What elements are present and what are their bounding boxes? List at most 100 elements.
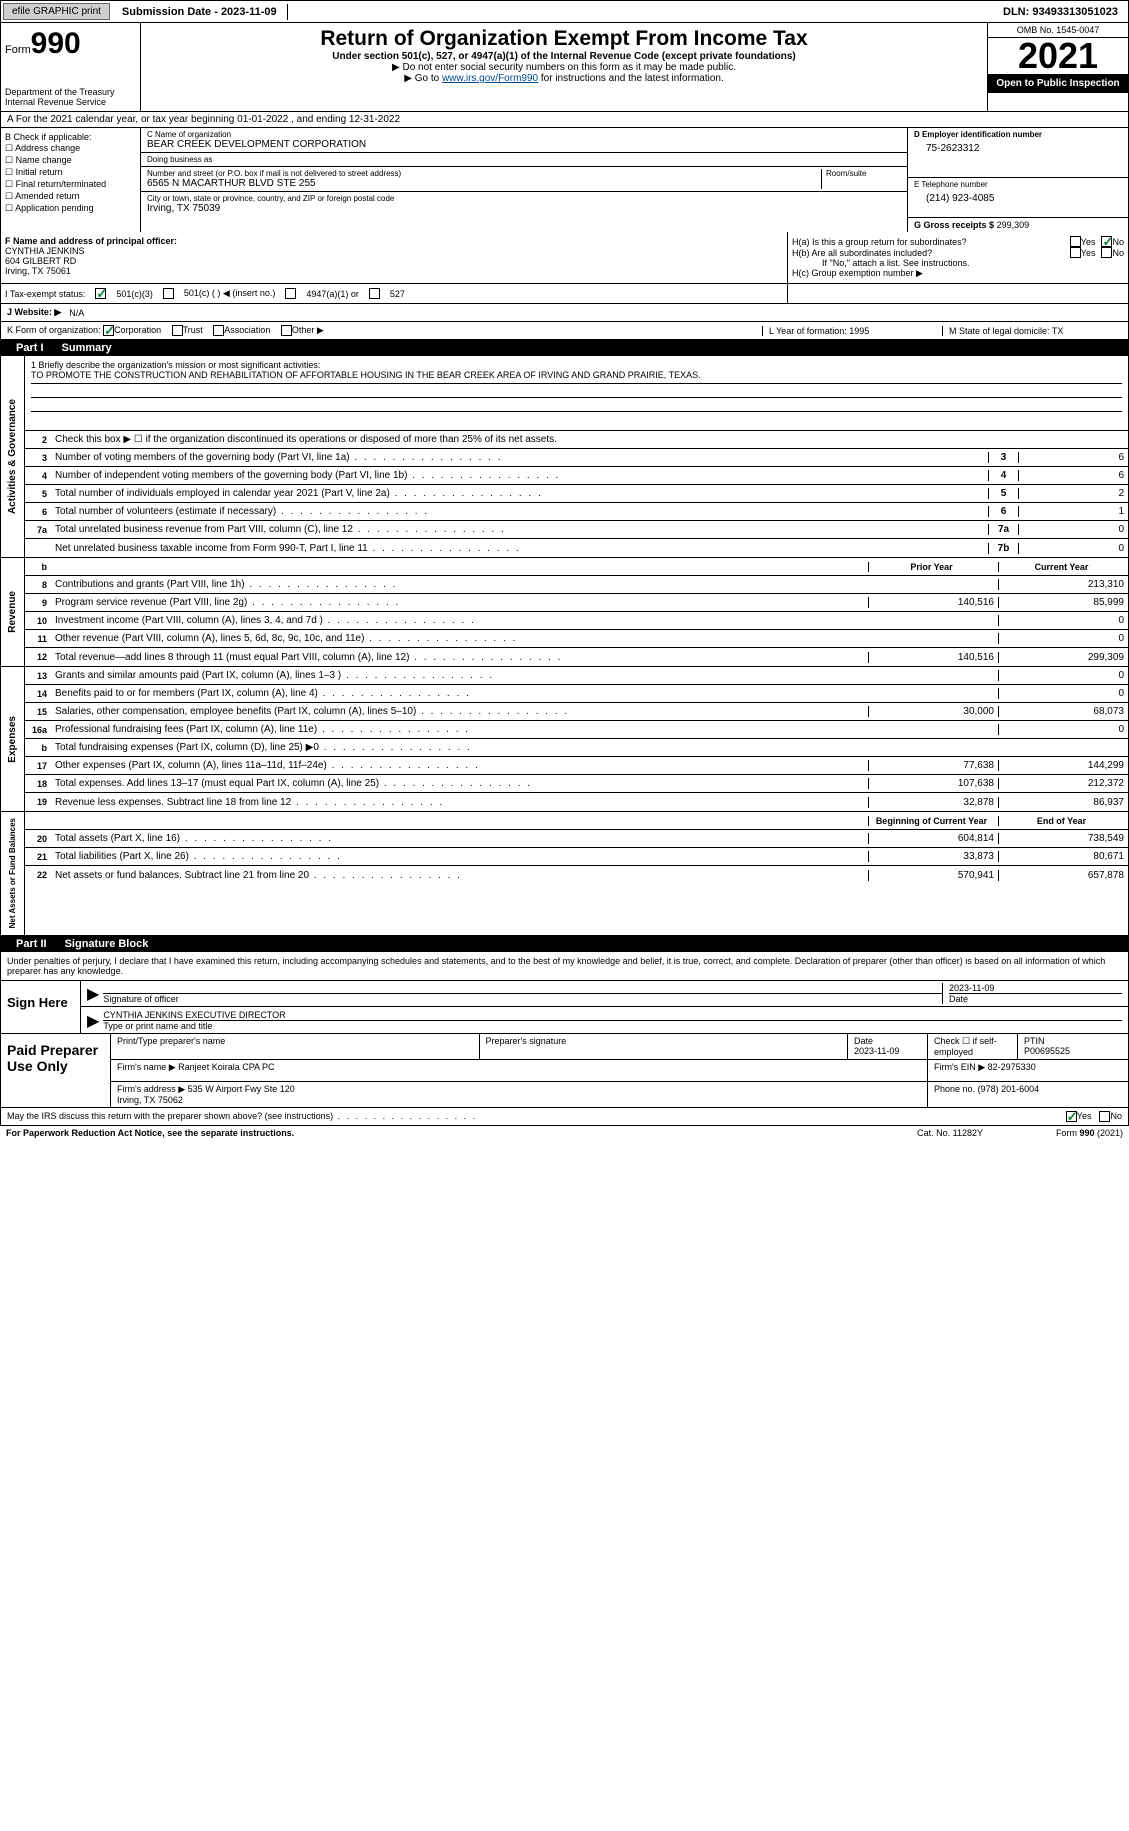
form-title: Return of Organization Exempt From Incom…	[145, 27, 983, 51]
sidebar-activities: Activities & Governance	[5, 393, 20, 520]
mission-text: TO PROMOTE THE CONSTRUCTION AND REHABILI…	[31, 370, 1122, 384]
sig-arrow-icon-2: ▶	[87, 1011, 99, 1031]
hb-yes[interactable]	[1070, 247, 1081, 258]
row-k: K Form of organization: Corporation Trus…	[0, 322, 1129, 340]
expense-line: 18Total expenses. Add lines 13–17 (must …	[25, 775, 1128, 793]
chk-assoc[interactable]	[213, 325, 224, 336]
net-header: Beginning of Current Year End of Year	[25, 812, 1128, 830]
website-label: J Website: ▶	[7, 307, 61, 318]
fq-yes[interactable]	[1066, 1111, 1077, 1122]
sign-here-block: Sign Here ▶ Signature of officer 2023-11…	[0, 981, 1129, 1034]
hb-no[interactable]	[1101, 247, 1112, 258]
section-revenue: Revenue b Prior Year Current Year 8Contr…	[0, 558, 1129, 667]
pycy-header: b Prior Year Current Year	[25, 558, 1128, 576]
summary-line: Net unrelated business taxable income fr…	[25, 539, 1128, 557]
tax-exempt-row: I Tax-exempt status: 501(c)(3) 501(c) ( …	[0, 284, 1129, 304]
chk-address-change[interactable]: ☐ Address change	[5, 143, 136, 154]
street-cell: Number and street (or P.O. box if mail i…	[141, 167, 907, 192]
sig-date: 2023-11-09	[949, 983, 994, 993]
org-name-cell: C Name of organization BEAR CREEK DEVELO…	[141, 128, 907, 153]
expense-line: 19Revenue less expenses. Subtract line 1…	[25, 793, 1128, 811]
prep-row-3: Firm's address ▶ 535 W Airport Fwy Ste 1…	[111, 1082, 1128, 1107]
prep-row-2: Firm's name ▶ Ranjeet Koirala CPA PC Fir…	[111, 1060, 1128, 1082]
summary-line: 5Total number of individuals employed in…	[25, 485, 1128, 503]
section-netassets: Net Assets or Fund Balances Beginning of…	[0, 812, 1129, 935]
chk-final-return[interactable]: ☐ Final return/terminated	[5, 179, 136, 190]
fq-no[interactable]	[1099, 1111, 1110, 1122]
footer-question: May the IRS discuss this return with the…	[0, 1108, 1129, 1126]
form-number: Form990	[5, 27, 136, 61]
footer-row: For Paperwork Reduction Act Notice, see …	[0, 1126, 1129, 1140]
expense-line: 17Other expenses (Part IX, column (A), l…	[25, 757, 1128, 775]
gross-cell: G Gross receipts $ 299,309	[908, 218, 1128, 232]
chk-501c3[interactable]	[95, 288, 106, 299]
chk-name-change[interactable]: ☐ Name change	[5, 155, 136, 166]
paid-preparer-label: Paid Preparer Use Only	[1, 1034, 111, 1107]
officer-addr2: Irving, TX 75061	[5, 266, 783, 276]
chk-527[interactable]	[369, 288, 380, 299]
dln-label: DLN: 93493313051023	[993, 4, 1128, 20]
revenue-line: 8Contributions and grants (Part VIII, li…	[25, 576, 1128, 594]
chk-501c[interactable]	[163, 288, 174, 299]
officer-addr1: 604 GILBERT RD	[5, 256, 783, 266]
website-value: N/A	[69, 308, 84, 318]
subtitle-1: Under section 501(c), 527, or 4947(a)(1)…	[145, 51, 983, 62]
ein-cell: D Employer identification number 75-2623…	[908, 128, 1128, 178]
sig-officer-label: Signature of officer	[103, 994, 178, 1004]
ha-yes[interactable]	[1070, 236, 1081, 247]
chk-trust[interactable]	[172, 325, 183, 336]
chk-initial-return[interactable]: ☐ Initial return	[5, 167, 136, 178]
officer-label: F Name and address of principal officer:	[5, 236, 783, 246]
chk-amended[interactable]: ☐ Amended return	[5, 191, 136, 202]
h-a-row: H(a) Is this a group return for subordin…	[792, 236, 1124, 247]
section-activities: Activities & Governance 1 Briefly descri…	[0, 356, 1129, 558]
expense-line: bTotal fundraising expenses (Part IX, co…	[25, 739, 1128, 757]
open-to-public: Open to Public Inspection	[988, 74, 1128, 93]
row-a-calendar-year: A For the 2021 calendar year, or tax yea…	[0, 112, 1129, 128]
website-row: J Website: ▶ N/A	[0, 304, 1129, 322]
tax-year: 2021	[988, 38, 1128, 74]
irs-link[interactable]: www.irs.gov/Form990	[442, 73, 538, 84]
sig-intro: Under penalties of perjury, I declare th…	[0, 952, 1129, 981]
expense-line: 13Grants and similar amounts paid (Part …	[25, 667, 1128, 685]
taxexempt-label: I Tax-exempt status:	[5, 289, 85, 299]
expense-line: 16aProfessional fundraising fees (Part I…	[25, 721, 1128, 739]
sidebar-revenue: Revenue	[5, 585, 20, 639]
expense-line: 14Benefits paid to or for members (Part …	[25, 685, 1128, 703]
summary-line: 6Total number of volunteers (estimate if…	[25, 503, 1128, 521]
efile-print-button[interactable]: efile GRAPHIC print	[3, 3, 110, 20]
net-line: 22Net assets or fund balances. Subtract …	[25, 866, 1128, 884]
paid-preparer-block: Paid Preparer Use Only Print/Type prepar…	[0, 1034, 1129, 1108]
net-line: 20Total assets (Part X, line 16)604,8147…	[25, 830, 1128, 848]
revenue-line: 12Total revenue—add lines 8 through 11 (…	[25, 648, 1128, 666]
officer-name: CYNTHIA JENKINS	[5, 246, 783, 256]
summary-line: 4Number of independent voting members of…	[25, 467, 1128, 485]
dba-cell: Doing business as	[141, 153, 907, 167]
dept-label: Department of the Treasury Internal Reve…	[5, 87, 136, 107]
sidebar-expenses: Expenses	[5, 710, 20, 769]
identity-grid: B Check if applicable: ☐ Address change …	[0, 128, 1129, 232]
chk-4947[interactable]	[285, 288, 296, 299]
h-c-row: H(c) Group exemption number ▶	[792, 268, 1124, 279]
phone-cell: E Telephone number (214) 923-4085	[908, 178, 1128, 218]
h-b-row: H(b) Are all subordinates included? Yes …	[792, 247, 1124, 258]
summary-line: 3Number of voting members of the governi…	[25, 449, 1128, 467]
sign-here-label: Sign Here	[1, 981, 81, 1033]
col-b-checkboxes: B Check if applicable: ☐ Address change …	[1, 128, 141, 232]
officer-h-row: F Name and address of principal officer:…	[0, 232, 1129, 284]
sidebar-netassets: Net Assets or Fund Balances	[6, 812, 19, 934]
chk-other[interactable]	[281, 325, 292, 336]
subtitle-3: ▶ Go to www.irs.gov/Form990 for instruct…	[145, 73, 983, 84]
chk-corp[interactable]	[103, 325, 114, 336]
revenue-line: 9Program service revenue (Part VIII, lin…	[25, 594, 1128, 612]
mission-block: 1 Briefly describe the organization's mi…	[25, 356, 1128, 431]
expense-line: 15Salaries, other compensation, employee…	[25, 703, 1128, 721]
chk-app-pending[interactable]: ☐ Application pending	[5, 203, 136, 214]
submission-date: Submission Date - 2023-11-09	[112, 4, 288, 20]
ha-no[interactable]	[1101, 236, 1112, 247]
section-expenses: Expenses 13Grants and similar amounts pa…	[0, 667, 1129, 812]
summary-line: 7aTotal unrelated business revenue from …	[25, 521, 1128, 539]
top-toolbar: efile GRAPHIC print Submission Date - 20…	[0, 0, 1129, 23]
form-header: Form990 Department of the Treasury Inter…	[0, 23, 1129, 112]
sig-arrow-icon: ▶	[87, 984, 99, 1004]
